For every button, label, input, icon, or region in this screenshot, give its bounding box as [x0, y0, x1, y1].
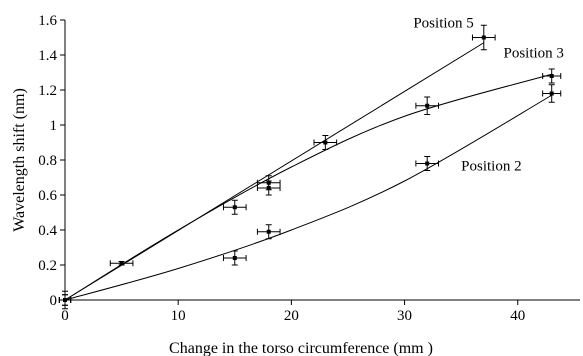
y-tick-label: 1.4: [38, 48, 57, 64]
series-position-3: Position 3: [58, 45, 564, 306]
data-point: [109, 260, 134, 267]
data-point: [256, 224, 281, 240]
y-tick-label: 0.2: [38, 258, 57, 274]
data-point: [542, 84, 562, 103]
data-point: [415, 96, 440, 115]
series-position-5: Position 5: [58, 16, 496, 310]
series-label-position-5: Position 5: [413, 16, 473, 32]
fit-line-position-2: [64, 94, 552, 301]
series-label-position-3: Position 3: [503, 45, 563, 61]
y-tick-label: 1: [50, 118, 58, 134]
point-marker: [266, 229, 271, 234]
y-tick-label: 0: [50, 293, 58, 309]
point-marker: [481, 35, 486, 40]
x-tick-label: 20: [284, 308, 299, 324]
y-axis-title: Wavelength shift (nm): [11, 88, 28, 232]
point-marker: [549, 91, 554, 96]
series-position-2: Position 2: [58, 84, 562, 306]
y-tick-label: 0.6: [38, 188, 57, 204]
y-tick-label: 0.8: [38, 153, 57, 169]
point-marker: [119, 261, 124, 266]
point-marker: [232, 256, 237, 260]
point-marker: [425, 103, 430, 108]
point-marker: [63, 298, 67, 302]
x-tick-label: 30: [397, 308, 412, 324]
data-point: [58, 294, 72, 306]
data-point: [415, 156, 440, 171]
x-tick-label: 10: [171, 308, 186, 324]
y-tick-label: 1.6: [38, 13, 57, 29]
data-point: [222, 199, 247, 215]
point-marker: [549, 74, 554, 78]
data-point: [542, 68, 562, 84]
data-point: [256, 180, 281, 196]
y-tick-label: 0.4: [38, 223, 57, 239]
fit-line-position-3: [64, 73, 552, 301]
point-marker: [266, 186, 271, 190]
point-marker: [232, 205, 237, 210]
data-point: [471, 24, 496, 51]
series-label-position-2: Position 2: [461, 158, 521, 174]
point-marker: [425, 161, 430, 166]
point-marker: [323, 140, 328, 145]
x-tick-label: 40: [510, 308, 525, 324]
x-axis-title: Change in the torso circumference (mm ): [169, 340, 433, 356]
data-point: [313, 135, 338, 150]
data-point: [222, 250, 247, 266]
x-tick-label: 0: [61, 308, 69, 324]
fit-line-position-5: [64, 42, 485, 301]
y-tick-label: 1.2: [38, 83, 57, 99]
plot-area: 0 10 20 30 40 0 0.2 0.4 0.6 0.8 1 1.2 1.4 1.6 Position…: [38, 13, 580, 324]
